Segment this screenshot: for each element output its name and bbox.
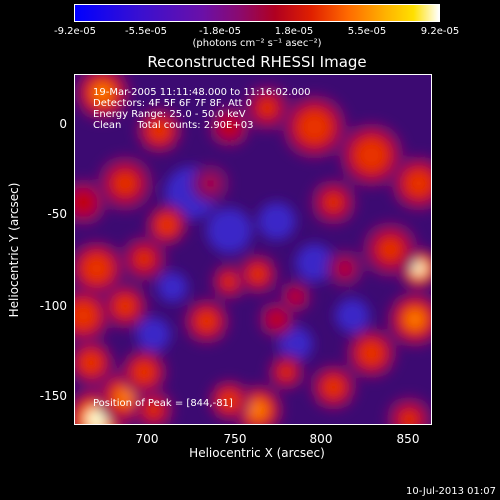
heatmap-emission-blob xyxy=(297,110,332,144)
heatmap-emission-blob xyxy=(223,275,236,288)
colorbar-tick: 9.2e-05 xyxy=(420,26,460,37)
heatmap-emission-blob xyxy=(336,260,353,277)
colorbar-tick: 5.5e-05 xyxy=(347,26,387,37)
heatmap-emission-blob xyxy=(325,194,342,210)
colorbar-units: (photons cm⁻² s⁻¹ asec⁻²) xyxy=(192,38,322,49)
y-tick-label: -100 xyxy=(39,299,67,313)
heatmap-emission-blob xyxy=(115,296,136,317)
annotation-detectors: Detectors: 4F 5F 6F 7F 8F, Att 0 xyxy=(93,98,253,109)
chart-title: Reconstructed RHESSI Image xyxy=(147,53,367,71)
x-tick-label: 850 xyxy=(396,432,420,446)
heatmap-low-region xyxy=(136,317,171,352)
heatmap-emission-blob xyxy=(401,411,417,425)
x-tick-label: 750 xyxy=(223,432,247,446)
heatmap-emission-blob xyxy=(93,83,112,102)
y-tick-label: 0 xyxy=(59,117,67,131)
heatmap-emission-blob xyxy=(379,238,402,261)
colorbar-tick: -5.5e-05 xyxy=(125,26,167,37)
colorbar-tick: 1.8e-05 xyxy=(274,26,314,37)
heatmap-low-region xyxy=(295,243,334,282)
heatmap-emission-blob xyxy=(156,214,178,236)
heatmap-emission-blob xyxy=(219,390,240,411)
heatmap-emission-blob xyxy=(136,251,152,267)
heatmap-emission-blob xyxy=(259,100,275,116)
heatmap-emission-blob xyxy=(133,361,156,384)
heatmap-emission-blob xyxy=(248,400,268,420)
heatmap-emission-blob xyxy=(266,308,288,330)
y-tick-label: -50 xyxy=(47,207,67,221)
heatmap-emission-blob xyxy=(114,172,136,195)
annotation-peak-position: Position of Peak = [844,-81] xyxy=(93,398,233,409)
image-plot-area xyxy=(74,74,432,425)
heatmap-emission-blob xyxy=(280,366,293,379)
heatmap-emission-blob xyxy=(249,266,266,283)
annotation-energy-range: Energy Range: 25.0 - 50.0 keV xyxy=(93,109,246,120)
heatmap-emission-blob xyxy=(359,341,384,366)
heatmap-emission-blob xyxy=(411,261,426,276)
heatmap-emission-blob xyxy=(146,403,161,417)
x-tick-label: 700 xyxy=(135,432,159,446)
heatmap-low-region xyxy=(278,326,313,361)
heatmap-emission-blob xyxy=(287,288,304,305)
timestamp-footer: 10-Jul-2013 01:07 xyxy=(405,486,496,497)
colorbar-tick: -9.2e-05 xyxy=(54,26,96,37)
heatmap-emission-blob xyxy=(204,177,217,190)
heatmap-emission-blob xyxy=(405,170,432,197)
heatmap-low-region xyxy=(206,207,253,254)
heatmap-emission-blob xyxy=(323,377,344,398)
y-axis-label: Heliocentric Y (arcsec) xyxy=(7,182,21,318)
y-tick-label: -150 xyxy=(39,389,67,403)
heatmap-emission-blob xyxy=(80,351,103,374)
heatmap-emission-blob xyxy=(148,119,171,142)
heatmap-emission-blob xyxy=(116,387,135,406)
heatmap-low-region xyxy=(157,272,188,303)
heatmap-emission-blob xyxy=(405,310,425,329)
heatmap-emission-blob xyxy=(74,188,98,217)
heatmap-low-region xyxy=(257,202,296,241)
colorbar-tick: -1.8e-05 xyxy=(199,26,241,37)
heatmap-image xyxy=(74,74,432,425)
heatmap-emission-blob xyxy=(196,311,217,332)
heatmap-emission-blob xyxy=(82,254,111,283)
x-axis-label: Heliocentric X (arcsec) xyxy=(189,446,325,460)
x-tick-label: 800 xyxy=(309,432,333,446)
annotation-clean-counts: Clean Total counts: 2.90E+03 xyxy=(93,120,254,131)
heatmap-low-region xyxy=(335,298,370,333)
colorbar xyxy=(74,4,440,22)
annotation-time-range: 19-Mar-2005 11:11:48.000 to 11:16:02.000 xyxy=(93,87,311,98)
heatmap-emission-blob xyxy=(74,301,98,330)
heatmap-emission-blob xyxy=(354,138,389,172)
heatmap-emission-blob xyxy=(216,114,242,140)
